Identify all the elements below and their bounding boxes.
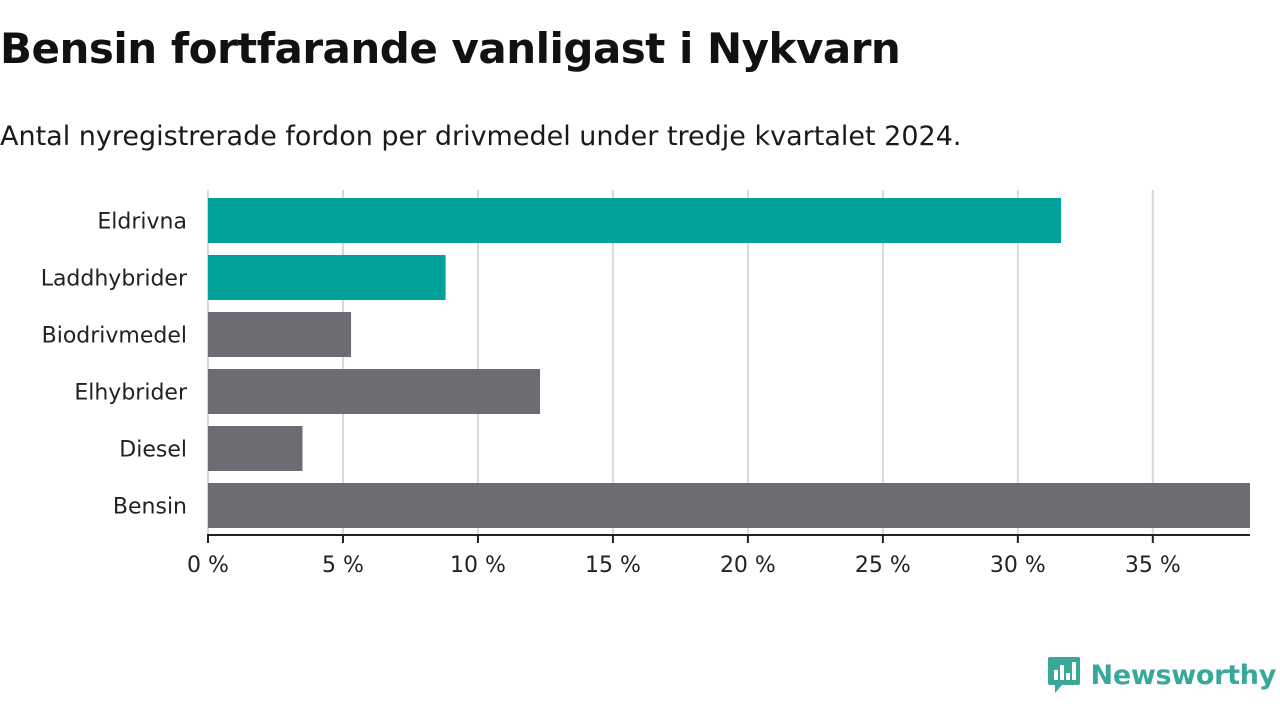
bar-eldrivna <box>208 198 1062 243</box>
x-tick-label-3: 15 % <box>585 553 641 578</box>
bar-elhybrider <box>208 369 541 414</box>
category-label-laddhybrider: Laddhybrider <box>41 267 188 292</box>
x-tick-label-7: 35 % <box>1125 553 1181 578</box>
grid-lines <box>207 190 1154 535</box>
x-axis: 0 % 5 % 10 % 15 % 20 % 25 % 30 % 35 % <box>187 534 1250 578</box>
chart-title: Bensin fortfarande vanligast i Nykvarn <box>0 24 901 73</box>
x-tick-label-0: 0 % <box>187 553 229 578</box>
category-label-elhybrider: Elhybrider <box>74 381 188 406</box>
chart-bubble-icon <box>1047 657 1080 693</box>
x-tick-label-2: 10 % <box>450 553 506 578</box>
chart-subtitle: Antal nyregistrerade fordon per drivmede… <box>0 121 962 152</box>
bars <box>208 198 1250 528</box>
bar-laddhybrider <box>208 255 446 300</box>
category-labels: Eldrivna Laddhybrider Biodrivmedel Elhybrid… <box>41 210 188 520</box>
brand-name: Newsworthy <box>1090 659 1277 691</box>
x-tick-label-5: 25 % <box>855 553 911 578</box>
x-tick-label-6: 30 % <box>990 553 1046 578</box>
category-label-biodrivmedel: Biodrivmedel <box>42 324 187 349</box>
newsworthy-logo: Newsworthy <box>1047 656 1276 694</box>
category-label-diesel: Diesel <box>119 438 187 463</box>
bar-chart: Eldrivna Laddhybrider Biodrivmedel Elhybrid… <box>41 190 1250 578</box>
category-label-bensin: Bensin <box>113 495 187 520</box>
category-label-eldrivna: Eldrivna <box>97 210 187 235</box>
x-tick-label-1: 5 % <box>322 553 364 578</box>
x-tick-label-4: 20 % <box>720 553 776 578</box>
bar-bensin <box>208 483 1250 528</box>
bar-diesel <box>208 426 303 471</box>
bar-biodrivmedel <box>208 312 352 357</box>
